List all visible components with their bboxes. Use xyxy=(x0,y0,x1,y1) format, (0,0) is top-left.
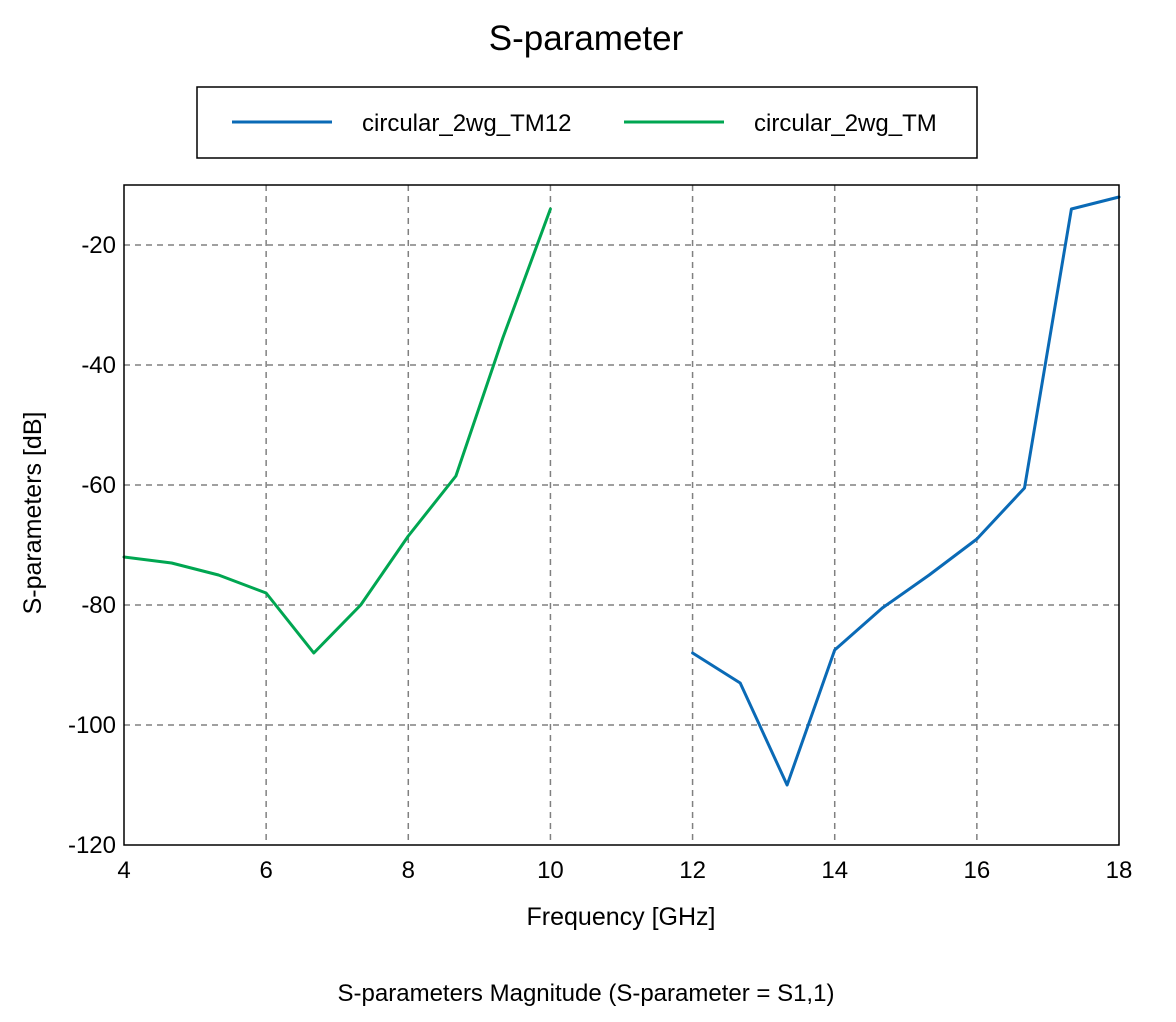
x-tick-label: 16 xyxy=(964,857,991,884)
x-tick-label: 12 xyxy=(679,857,706,884)
y-tick-label: -100 xyxy=(68,712,116,739)
y-tick-labels: -120 -100 -80 -60 -40 -20 xyxy=(68,232,116,859)
chart-caption: S-parameters Magnitude (S-parameter = S1… xyxy=(338,980,835,1007)
x-axis-label: Frequency [GHz] xyxy=(527,903,716,931)
legend-label-tm12: circular_2wg_TM12 xyxy=(362,110,571,137)
x-tick-labels: 4 6 8 10 12 14 16 18 xyxy=(117,857,1132,884)
x-tick-label: 10 xyxy=(537,857,564,884)
x-tick-label: 18 xyxy=(1106,857,1133,884)
y-tick-label: -80 xyxy=(81,592,116,619)
x-tick-label: 8 xyxy=(402,857,415,884)
x-tick-label: 14 xyxy=(821,857,848,884)
y-axis-label: S-parameters [dB] xyxy=(19,412,47,615)
legend: circular_2wg_TM12 circular_2wg_TM xyxy=(196,86,978,159)
y-tick-label: -20 xyxy=(81,232,116,259)
series-layer xyxy=(122,195,1121,787)
series-line-tm12 xyxy=(691,195,1121,787)
y-tick-label: -60 xyxy=(81,472,116,499)
y-tick-label: -120 xyxy=(68,832,116,859)
chart-title: S-parameter xyxy=(489,19,684,58)
plot-frame xyxy=(123,184,1120,846)
series-line-tm xyxy=(122,207,552,655)
x-tick-label: 4 xyxy=(117,857,130,884)
y-tick-label: -40 xyxy=(81,352,116,379)
grid xyxy=(124,185,1119,845)
legend-label-tm: circular_2wg_TM xyxy=(754,110,937,137)
x-tick-label: 6 xyxy=(259,857,272,884)
